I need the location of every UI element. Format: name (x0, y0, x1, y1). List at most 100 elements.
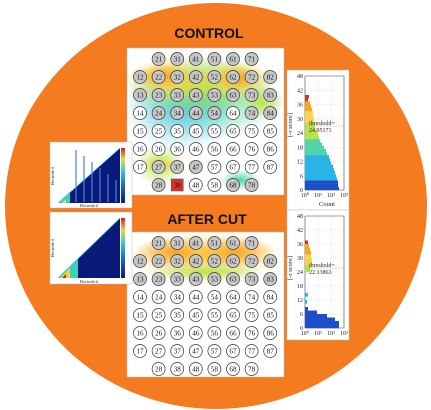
control-electrode-71: 71 (244, 52, 259, 66)
after-cut-electrode-26: 26 (151, 326, 166, 340)
after-cut-electrode-85: 85 (263, 308, 278, 322)
control-electrode-28: 28 (151, 178, 166, 192)
after-cut-electrode-63: 63 (226, 272, 240, 286)
histogram-control-bar (305, 174, 336, 178)
matrix-band (75, 150, 77, 202)
control-electrode-52: 52 (207, 70, 222, 84)
control-electrode-82: 82 (263, 70, 278, 84)
histogram-control-y-tick: 48 (297, 74, 303, 80)
histogram-after-cut-bar (305, 324, 339, 329)
svg-text:57: 57 (211, 348, 219, 356)
control-electrode-14: 14 (133, 106, 147, 120)
after-cut-title: AFTER CUT (167, 211, 247, 227)
control-electrode-75: 75 (244, 124, 259, 138)
svg-text:66: 66 (229, 330, 237, 338)
control-electrode-86: 86 (263, 142, 278, 156)
control-electrode-55: 55 (207, 124, 222, 138)
after-cut-electrode-12: 12 (133, 254, 147, 268)
histogram-after-cut-bar (305, 244, 309, 248)
after-cut-electrode-44: 44 (188, 290, 203, 304)
svg-text:57: 57 (211, 164, 219, 172)
histogram-control-bar (305, 142, 322, 146)
svg-text:75: 75 (248, 312, 256, 320)
svg-text:65: 65 (229, 128, 237, 136)
svg-text:43: 43 (192, 276, 200, 284)
after-cut-electrode-35: 35 (170, 308, 185, 322)
svg-text:85: 85 (267, 312, 275, 320)
svg-text:74: 74 (248, 110, 256, 118)
svg-text:72: 72 (248, 74, 256, 82)
after-cut-electrode-22: 22 (151, 254, 166, 268)
histogram-control-x-label: Count (319, 201, 335, 208)
control-electrode-67: 67 (226, 160, 240, 174)
svg-text:52: 52 (211, 74, 219, 82)
svg-text:55: 55 (211, 128, 219, 136)
after-cut-electrode-45: 45 (188, 308, 203, 322)
after-cut-electrode-43: 43 (188, 272, 203, 286)
svg-text:23: 23 (155, 92, 163, 100)
histogram-control-bar (305, 107, 312, 112)
svg-text:67: 67 (229, 348, 237, 356)
svg-text:12: 12 (136, 258, 144, 266)
histogram-after-cut-bar (305, 268, 310, 273)
svg-text:84: 84 (267, 110, 275, 118)
svg-text:22: 22 (155, 258, 163, 266)
svg-text:55: 55 (211, 312, 219, 320)
histogram-control-y-tick: 18 (297, 145, 303, 151)
control-electrode-62: 62 (226, 70, 240, 84)
after-cut-electrode-37: 37 (170, 344, 185, 358)
matrix-band (107, 174, 109, 202)
after-cut-electrode-33: 33 (170, 272, 185, 286)
histogram-control-y-tick: 30 (297, 117, 303, 123)
after-cut-electrode-15: 15 (133, 308, 147, 322)
after-cut-electrode-42: 42 (188, 254, 203, 268)
svg-text:13: 13 (136, 92, 144, 100)
colorbar-bottom (121, 218, 125, 278)
matrix-band (91, 162, 93, 202)
control-electrode-37: 37 (170, 160, 185, 174)
histogram-after-cut-threshold-label: threshold= (309, 263, 335, 269)
svg-text:27: 27 (155, 164, 163, 172)
control-electrode-84: 84 (263, 106, 278, 120)
after-cut-electrode-62: 62 (226, 254, 240, 268)
svg-text:62: 62 (229, 74, 237, 82)
control-electrode-54: 54 (207, 106, 222, 120)
svg-text:54: 54 (211, 294, 219, 302)
after-cut-electrode-34: 34 (170, 290, 185, 304)
matrix-bottom-y-label: Electrode # (50, 239, 55, 257)
svg-text:26: 26 (155, 146, 163, 154)
after-cut-electrode-61: 61 (226, 236, 240, 250)
svg-text:45: 45 (192, 128, 200, 136)
after-cut-electrode-68: 68 (226, 362, 240, 376)
control-electrode-48: 48 (188, 178, 203, 192)
histogram-after-cut-bar (305, 300, 307, 304)
after-cut-electrode-24: 24 (151, 290, 166, 304)
control-electrode-51: 51 (207, 52, 222, 66)
control-electrode-64: 64 (226, 106, 240, 120)
control-electrode-65: 65 (226, 124, 240, 138)
control-electrode-45: 45 (188, 124, 203, 138)
control-electrode-83: 83 (263, 88, 278, 102)
after-cut-electrode-64: 64 (226, 290, 240, 304)
histogram-after-cut-bar (305, 254, 311, 259)
histogram-after-cut-bar (305, 247, 310, 252)
after-cut-electrode-57: 57 (207, 344, 222, 358)
histogram-control-bar (305, 120, 314, 124)
svg-text:32: 32 (174, 258, 182, 266)
histogram-control-bar (305, 104, 311, 108)
svg-text:68: 68 (229, 366, 237, 374)
svg-text:61: 61 (229, 56, 237, 64)
histogram-after-cut-bar (305, 310, 317, 315)
histogram-after-cut-x-tick: 10² (327, 331, 335, 337)
svg-text:83: 83 (267, 92, 275, 100)
histogram-after-cut-bar (305, 307, 308, 311)
histogram-control-x-tick: 10² (327, 193, 335, 199)
svg-text:53: 53 (211, 92, 219, 100)
svg-text:43: 43 (192, 92, 200, 100)
histogram-after-cut-y-tick: 48 (297, 214, 303, 220)
svg-text:45: 45 (192, 312, 200, 320)
control-electrode-grid: 21 31 41 51 61 71 12 22 32 42 52 62 72 82 13 23 33 43 53 63… (126, 47, 285, 196)
histogram-control-y-tick: 42 (297, 88, 303, 94)
matrix-top-y-label: Electrode # (50, 167, 55, 185)
